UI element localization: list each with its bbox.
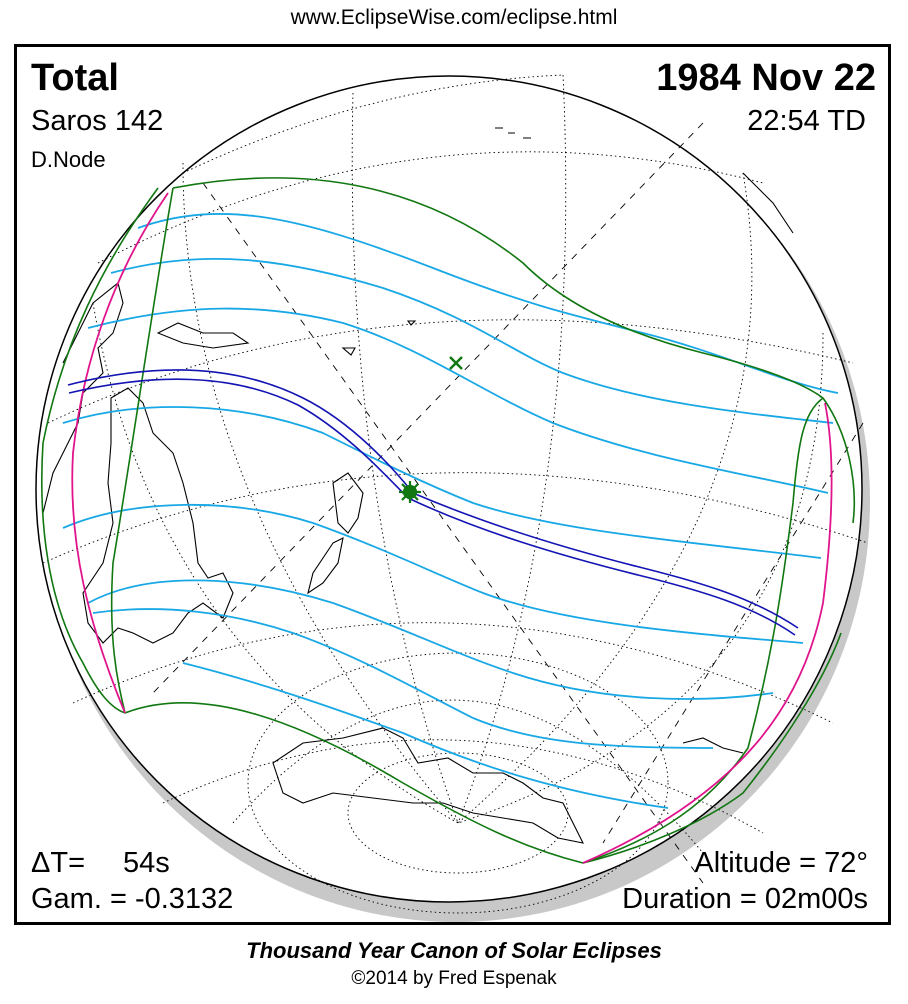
altitude-value: Altitude = 72° [694,847,868,879]
globe-disk [35,75,863,903]
terminator-lines [152,122,864,884]
delta-t-label: ΔT= [31,847,86,879]
url-header[interactable]: www.EclipseWise.com/eclipse.html [290,6,618,29]
duration-value: Duration = 02m00s [622,883,868,915]
penumbral-limits [41,177,856,864]
graticule [42,74,869,914]
delta-t: ΔT= 54s [31,847,170,880]
subsolar-x-icon [449,356,463,370]
copyright-credit: ©2014 by Fred Espenak [351,968,557,989]
coastlines [42,127,794,844]
delta-t-value: 54s [123,847,170,879]
canon-title: Thousand Year Canon of Solar Eclipses [246,938,662,963]
eclipse-type: Total [31,57,119,99]
rise-set-curves [71,192,833,864]
eclipse-map-panel: Total 1984 Nov 22 Saros 142 22:54 TD D.N… [14,44,891,925]
saros-number: Saros 142 [31,105,164,137]
magnitude-curves [62,213,839,809]
greatest-eclipse-icon [399,481,421,503]
eclipse-time: 22:54 TD [747,105,866,137]
node-label: D.Node [31,147,106,172]
globe-map [35,74,870,922]
gamma-value: Gam. = -0.3132 [31,883,234,915]
eclipse-date: 1984 Nov 22 [656,57,876,99]
